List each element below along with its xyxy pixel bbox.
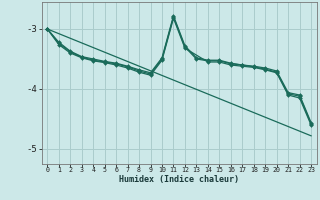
X-axis label: Humidex (Indice chaleur): Humidex (Indice chaleur) (119, 175, 239, 184)
